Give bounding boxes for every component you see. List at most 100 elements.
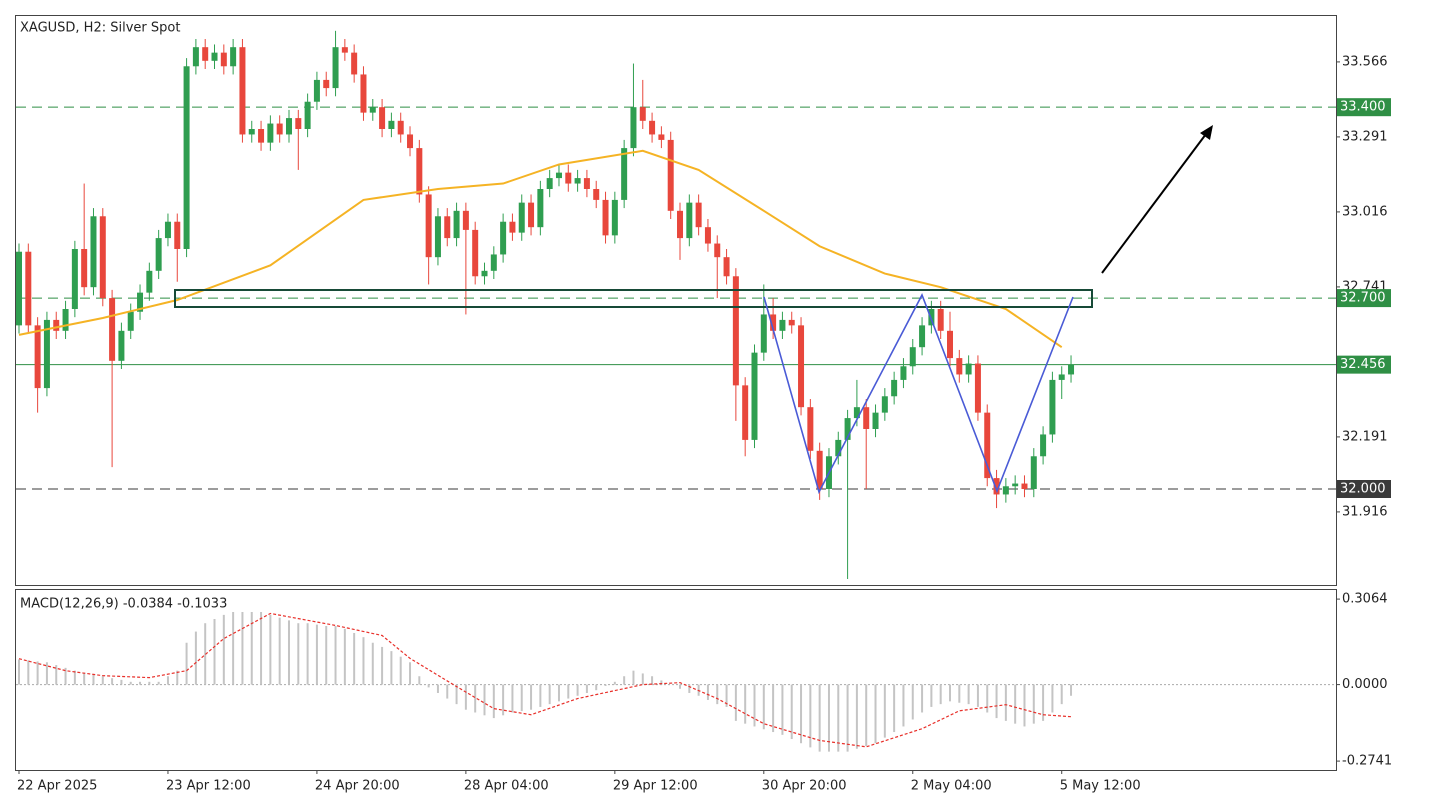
candle-body [602,199,609,236]
level-label-box [1337,480,1391,498]
macd-title: MACD(12,26,9) -0.0384 -0.1033 [20,597,227,612]
candle-body [127,311,134,331]
candle-body [835,439,842,457]
candle-body [462,210,469,230]
y-tick-label: 33.291 [1342,129,1388,144]
candle-body [853,407,860,419]
candle-body [621,148,628,200]
candle-body [611,199,618,236]
candle-body [183,66,190,249]
candle-body [369,107,376,113]
candle-body [258,129,265,143]
candle-body [574,178,581,184]
candle-body [239,47,246,135]
candle-body [965,363,972,375]
candle-body [686,202,693,239]
candle-body [1049,379,1056,435]
candle-body [416,148,423,195]
arrow [1101,133,1207,274]
macd-signal [18,612,1072,748]
candle-body [71,249,78,309]
macd-panel [15,589,1337,771]
candle-body [649,120,656,135]
candle-body [984,412,991,479]
price-panel [15,15,1337,586]
candle-body [770,314,777,331]
candle-body [807,407,814,451]
x-tick-label: 30 Apr 20:00 [762,779,847,794]
candle-body [220,52,227,67]
macd-tick-label: 0.3064 [1342,592,1388,607]
candle-body [211,52,218,61]
candle-body [453,210,460,239]
candle-body [397,120,404,135]
candle-body [146,270,153,293]
y-tick-label: 33.566 [1342,54,1388,69]
candle-body [583,178,590,189]
candle-body [537,189,544,228]
candle-body [304,101,311,129]
candle-body [742,385,749,440]
macd-tick-label: -0.2741 [1342,754,1392,769]
candle-body [714,243,721,258]
candle-body [1012,483,1019,487]
candle-body [1058,374,1065,380]
candle-body [248,129,255,135]
arrow-head [1200,125,1213,140]
candle-body [891,379,898,397]
candle-body [937,309,944,331]
candle-body [798,325,805,408]
candle-body [956,358,963,375]
candle-body [928,309,935,326]
level-label: 33.400 [1340,100,1386,115]
double-bottom-pattern [763,293,1074,495]
candle-body [118,330,125,361]
x-tick-label: 2 May 04:00 [911,779,992,794]
candle-body [90,216,97,288]
candle-body [174,221,181,249]
candle-body [53,319,60,331]
candle-body [25,251,32,326]
candle-body [630,107,637,149]
level-label-box [1337,289,1391,308]
candle-body [351,52,358,75]
candle-body [779,319,786,331]
candle-body [565,172,572,184]
candle-body [202,47,209,61]
candle-body [425,194,432,258]
candle-body [518,202,525,233]
candle-body [1068,364,1075,375]
candle-body [788,319,795,326]
candle-body [919,325,926,348]
chart-title: XAGUSD, H2: Silver Spot [20,21,180,36]
x-tick-label: 28 Apr 04:00 [464,779,549,794]
candle-body [490,254,497,271]
candle-body [285,118,292,135]
candle-body [192,47,199,67]
candle-body [407,134,414,149]
level-label: 32.456 [1340,357,1386,372]
candle-body [528,202,535,228]
candle-body [677,210,684,239]
candle-body [34,325,41,389]
moving-average [18,149,1063,349]
candle-body [881,396,888,413]
candle-body [99,216,106,299]
candle-body [434,216,441,258]
candle-body [844,418,851,440]
candle-body [947,330,953,359]
candle-body [760,314,767,353]
candle-body [16,251,22,326]
candle-body [313,79,320,102]
candle-body [974,363,981,413]
candle-body [332,47,339,89]
candle-body [593,189,600,200]
candle-body [230,47,237,67]
candle-body [704,227,711,244]
candle-body [863,407,870,429]
candle-body [164,221,171,239]
level-label: 32.000 [1340,482,1386,497]
candle-body [62,309,69,331]
candle-body [1021,483,1028,489]
